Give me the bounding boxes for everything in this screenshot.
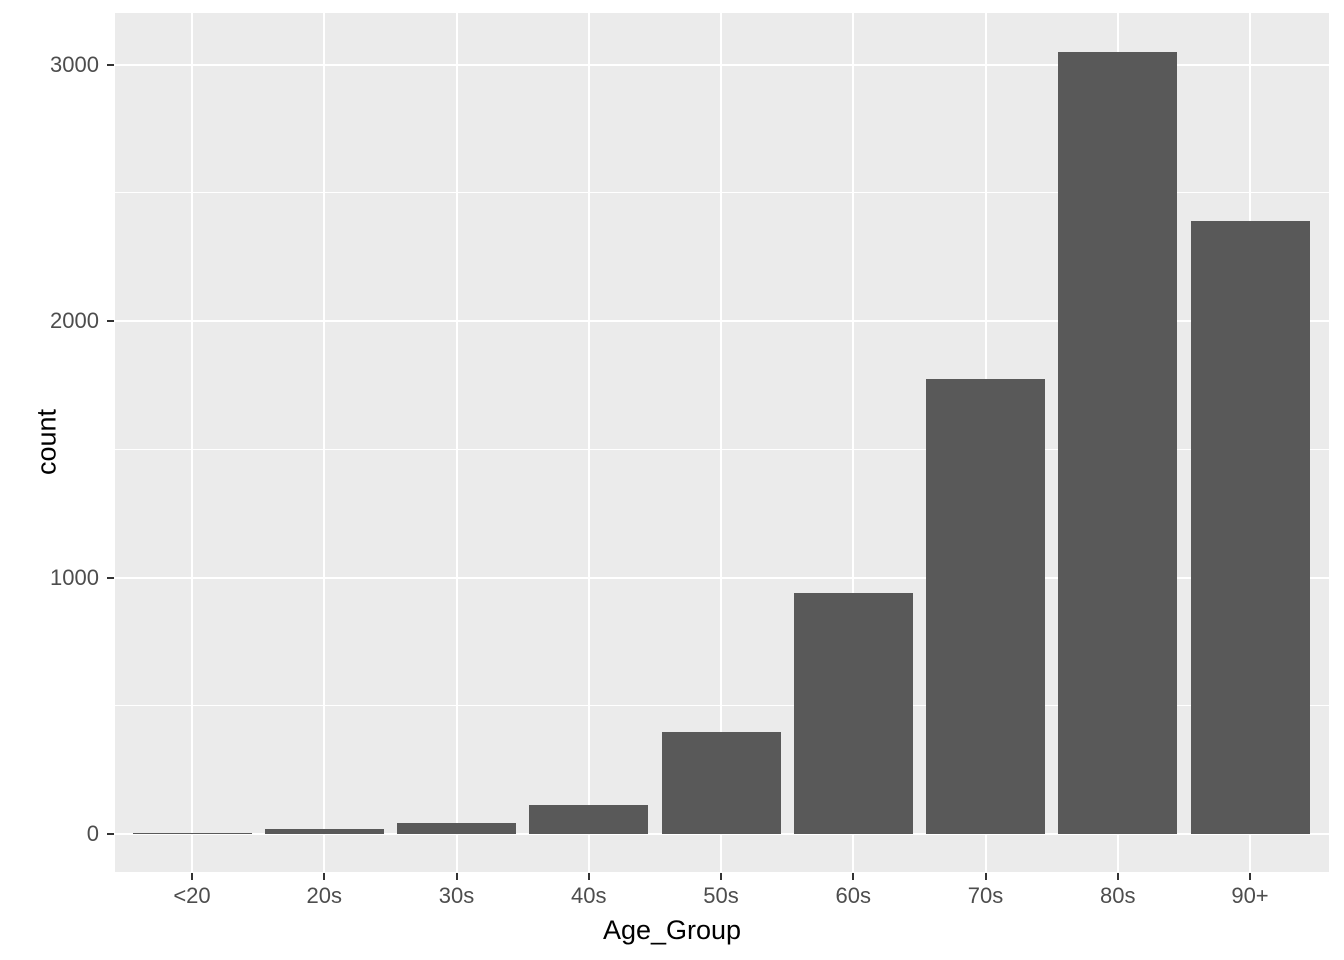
- x-tick-label: 70s: [967, 883, 1004, 908]
- gridline-minor-y-2500: [115, 192, 1329, 194]
- x-tick-label: 60s: [835, 883, 871, 908]
- x-tick-mark: [720, 873, 722, 880]
- bar-60s: [793, 592, 913, 834]
- gridline-major-x-60s: [852, 13, 855, 872]
- x-tick-label: 20s: [306, 883, 342, 908]
- gridline-minor-y-500: [115, 705, 1329, 707]
- x-axis-title: Age_Group: [602, 915, 742, 945]
- y-tick-label: 3000: [50, 51, 99, 77]
- bar-80s: [1058, 51, 1178, 834]
- x-tick-label: 80s: [1100, 883, 1136, 908]
- y-tick-mark: [107, 576, 114, 579]
- gridline-major-y-1000: [115, 576, 1329, 579]
- x-tick-mark: [587, 873, 590, 880]
- x-tick-label: 50s: [703, 883, 739, 908]
- y-tick-label: 2000: [50, 308, 99, 333]
- bar-50s: [661, 731, 781, 834]
- y-tick-mark: [107, 320, 114, 322]
- gridline-major-x-40s: [587, 13, 590, 872]
- x-tick-mark: [1249, 873, 1251, 880]
- x-tick-mark: [455, 873, 458, 880]
- gridline-major-x-30s: [455, 13, 458, 872]
- chart-panel: [115, 13, 1329, 872]
- y-tick-mark: [107, 833, 114, 835]
- bar-90+: [1190, 220, 1310, 834]
- gridline-major-y-2000: [115, 320, 1329, 322]
- x-tick-label: <20: [173, 883, 211, 908]
- x-tick-mark: [1116, 873, 1119, 880]
- x-tick-mark: [191, 873, 193, 880]
- bar-40s: [529, 805, 649, 834]
- y-axis-title: count: [31, 408, 62, 476]
- bar-20s: [264, 828, 384, 834]
- gridline-major-x-<20: [191, 13, 193, 872]
- gridline-major-y-0: [115, 833, 1329, 835]
- gridline-major-x-20s: [323, 13, 326, 872]
- y-tick-label: 0: [86, 821, 99, 846]
- bar-70s: [926, 378, 1045, 834]
- x-tick-mark: [323, 873, 326, 880]
- bar-30s: [397, 822, 516, 834]
- gridline-major-x-50s: [720, 13, 722, 872]
- x-tick-mark: [984, 873, 987, 880]
- bar-<20: [132, 832, 252, 834]
- x-tick-mark: [852, 873, 855, 880]
- x-tick-label: 30s: [438, 883, 475, 908]
- y-tick-label: 1000: [50, 564, 99, 590]
- gridline-major-y-3000: [115, 63, 1329, 66]
- x-tick-label: 40s: [571, 883, 607, 908]
- gridline-minor-y-1500: [115, 448, 1329, 450]
- y-tick-mark: [107, 63, 114, 66]
- x-tick-label: 90+: [1231, 883, 1269, 908]
